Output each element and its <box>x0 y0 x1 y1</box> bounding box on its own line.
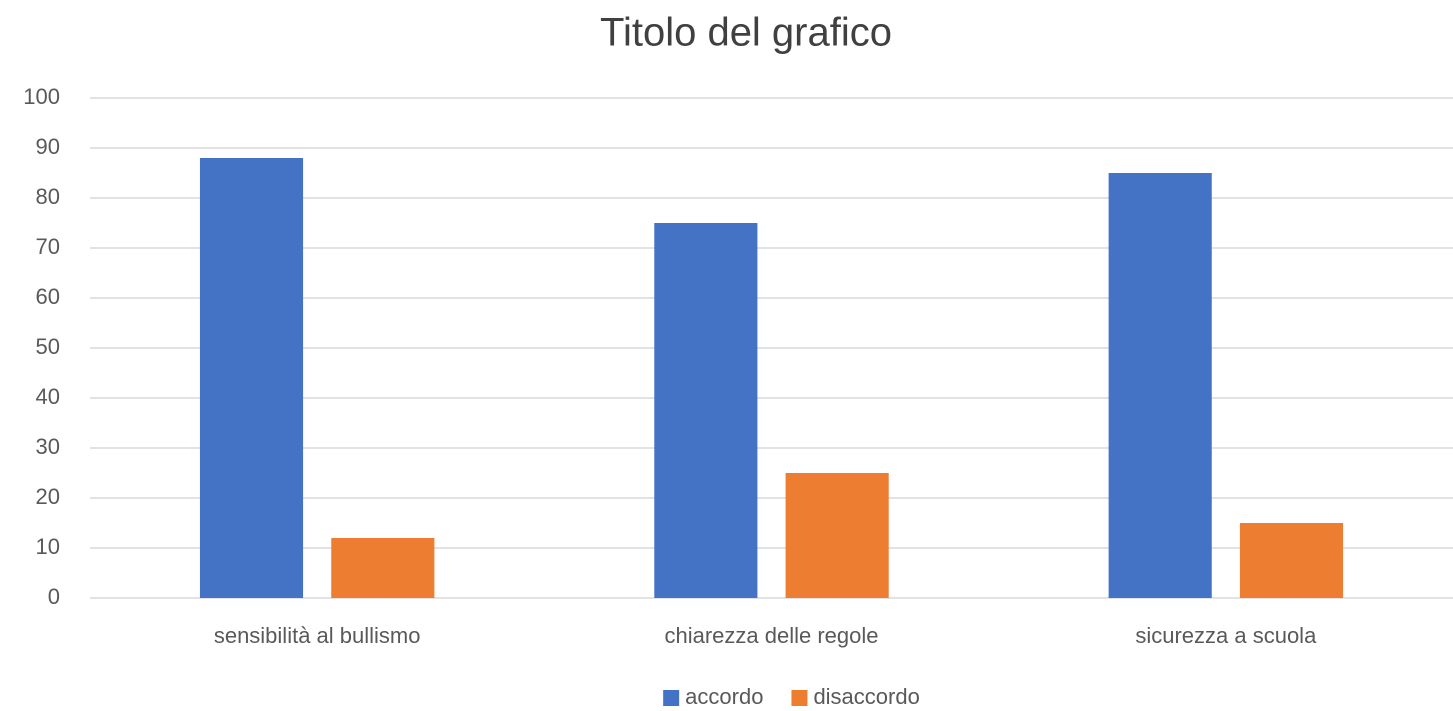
legend-label: accordo <box>685 684 763 709</box>
y-tick-label: 80 <box>36 184 60 209</box>
y-tick-label: 50 <box>36 334 60 359</box>
y-tick-label: 60 <box>36 284 60 309</box>
bar <box>1108 173 1212 598</box>
y-tick-label: 90 <box>36 134 60 159</box>
y-tick-label: 30 <box>36 434 60 459</box>
y-tick-label: 70 <box>36 234 60 259</box>
legend-swatch <box>791 690 808 706</box>
y-tick-label: 40 <box>36 384 60 409</box>
y-tick-label: 100 <box>23 84 60 109</box>
legend-swatch <box>663 690 680 706</box>
bar <box>785 473 889 598</box>
legend-label: disaccordo <box>813 684 919 709</box>
x-tick-label: sicurezza a scuola <box>1135 623 1317 648</box>
x-tick-label: sensibilità al bullismo <box>214 623 421 648</box>
chart-title: Titolo del grafico <box>600 11 892 55</box>
bar <box>199 158 304 598</box>
bar <box>654 223 758 598</box>
bar <box>1239 523 1344 598</box>
x-tick-label: chiarezza delle regole <box>664 623 878 648</box>
bar <box>331 538 435 598</box>
y-tick-label: 20 <box>36 484 60 509</box>
y-tick-label: 10 <box>36 534 60 559</box>
y-tick-label: 0 <box>48 584 60 609</box>
